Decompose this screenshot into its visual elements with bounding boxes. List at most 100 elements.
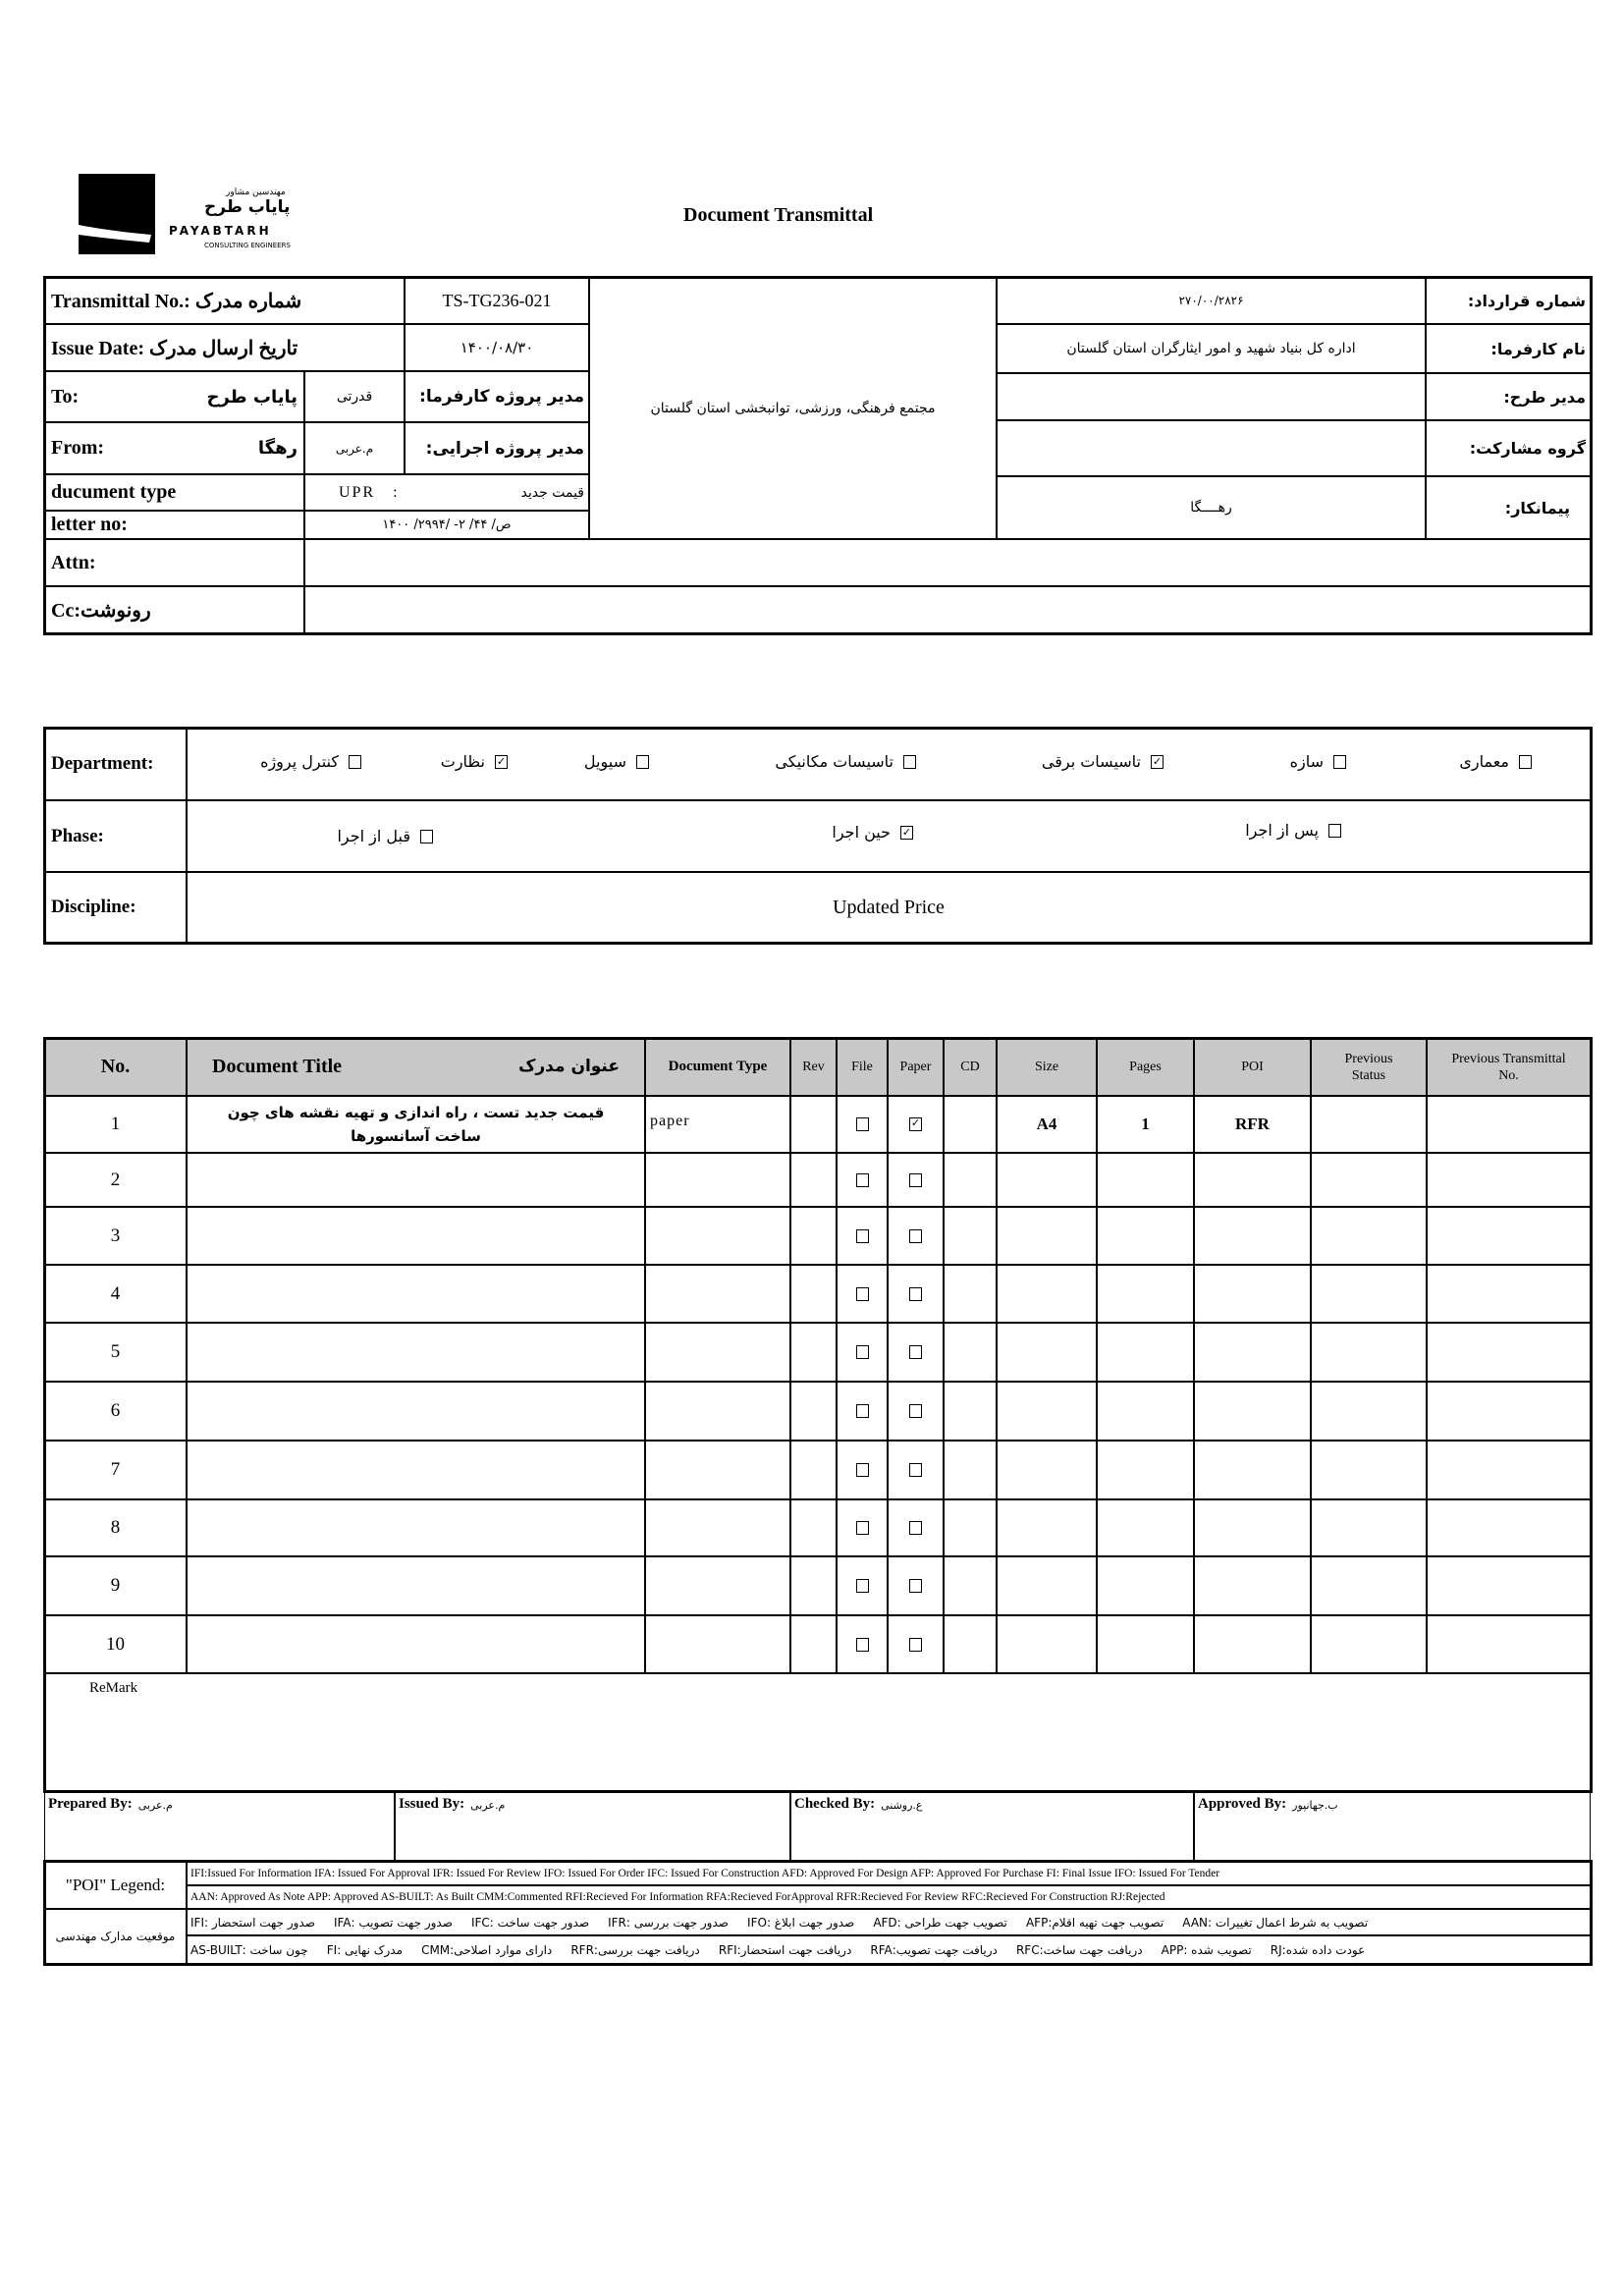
col-cd: CD (944, 1038, 997, 1096)
phase-option[interactable]: حین اجرا ✓ (832, 823, 913, 842)
cell-doc-type (645, 1615, 790, 1673)
from-label: From: (51, 437, 105, 459)
cell-pages (1097, 1207, 1194, 1265)
cell-doc-type (645, 1265, 790, 1323)
cell-paper: ✓ (888, 1096, 944, 1153)
department-checkbox[interactable]: ✓ (1151, 754, 1164, 769)
cell-file (837, 1615, 888, 1673)
col-size: Size (997, 1038, 1097, 1096)
file-checkbox[interactable] (855, 1286, 869, 1301)
cell-poi (1194, 1265, 1311, 1323)
paper-checkbox[interactable] (909, 1345, 922, 1359)
department-option[interactable]: کنترل پروژه (260, 752, 361, 771)
cell-cd (944, 1153, 997, 1207)
client-value: اداره کل بنیاد شهید و امور ایثارگران است… (997, 324, 1426, 373)
cell-doc-type: paper (645, 1096, 790, 1153)
signature-label: Checked By: (794, 1796, 876, 1812)
paper-checkbox[interactable] (909, 1579, 922, 1593)
file-checkbox[interactable] (855, 1345, 869, 1359)
department-option[interactable]: نظارت ✓ (441, 752, 508, 771)
department-option[interactable]: تاسیسات مکانیکی (775, 752, 916, 771)
department-option[interactable]: تاسیسات برقی ✓ (1042, 752, 1164, 771)
department-checkbox[interactable] (1333, 754, 1346, 769)
cell-pages (1097, 1441, 1194, 1499)
paper-checkbox[interactable] (909, 1637, 922, 1652)
file-checkbox[interactable] (855, 1579, 869, 1593)
cell-size (997, 1615, 1097, 1673)
exec-pm-label: مدیر پروژه اجرایی: (405, 422, 589, 474)
logo-tagline: CONSULTING ENGINEERS (204, 242, 291, 249)
cell-poi (1194, 1207, 1311, 1265)
logo-persian-name: پایاب طرح (204, 197, 291, 217)
cell-title (187, 1499, 645, 1556)
doc-type-label: ducument type (44, 474, 304, 511)
department-option-label: سیویل (583, 752, 626, 771)
cell-doc-type (645, 1499, 790, 1556)
cell-file (837, 1499, 888, 1556)
file-checkbox[interactable] (855, 1172, 869, 1187)
paper-checkbox[interactable] (909, 1286, 922, 1301)
phase-option[interactable]: پس از اجرا (1245, 821, 1341, 840)
cell-file (837, 1441, 888, 1499)
file-checkbox[interactable] (855, 1117, 869, 1131)
to-label: To: (51, 385, 80, 408)
cell-prev-status (1311, 1556, 1427, 1615)
department-option[interactable]: معماری (1459, 752, 1532, 771)
department-label: Department: (44, 728, 187, 800)
department-option[interactable]: سیویل (584, 752, 649, 771)
cell-no: 1 (44, 1096, 187, 1153)
col-title-en: Document Title (212, 1056, 343, 1077)
contract-no-label: شماره قرارداد: (1426, 277, 1591, 324)
file-checkbox[interactable] (855, 1404, 869, 1418)
department-checkbox[interactable] (349, 754, 361, 769)
file-checkbox[interactable] (855, 1228, 869, 1243)
phase-checkbox[interactable]: ✓ (900, 825, 913, 840)
cell-title (187, 1323, 645, 1382)
cell-prev-status (1311, 1323, 1427, 1382)
paper-checkbox[interactable] (909, 1463, 922, 1477)
phase-label: Phase: (44, 800, 187, 872)
paper-checkbox[interactable] (909, 1172, 922, 1187)
cell-cd (944, 1441, 997, 1499)
cell-prev-transmittal (1427, 1382, 1591, 1441)
cell-doc-type (645, 1153, 790, 1207)
signature-issued: Issued By: م.عربی (395, 1791, 790, 1861)
cell-cd (944, 1265, 997, 1323)
cell-rev (790, 1615, 837, 1673)
file-checkbox[interactable] (855, 1637, 869, 1652)
cell-size (997, 1441, 1097, 1499)
file-checkbox[interactable] (855, 1521, 869, 1535)
paper-checkbox[interactable]: ✓ (909, 1117, 922, 1131)
paper-checkbox[interactable] (909, 1228, 922, 1243)
cell-poi (1194, 1153, 1311, 1207)
col-prev-status: Previous Status (1311, 1038, 1427, 1096)
phase-checkbox[interactable] (1328, 823, 1341, 838)
file-checkbox[interactable] (855, 1463, 869, 1477)
phase-checkbox[interactable] (420, 829, 433, 843)
client-pm-label: مدیر پروژه کارفرما: (405, 371, 589, 422)
transmittal-no-value: TS-TG236-021 (405, 277, 589, 324)
department-checkbox[interactable] (636, 754, 649, 769)
department-option-label: کنترل پروژه (260, 752, 339, 771)
phase-option[interactable]: قبل از اجرا (337, 827, 433, 845)
legend-line-1: IFI:Issued For Information IFA: Issued F… (187, 1861, 1591, 1885)
department-checkbox[interactable]: ✓ (495, 754, 508, 769)
cell-size (997, 1207, 1097, 1265)
department-checkbox[interactable] (1519, 754, 1532, 769)
department-option-label: نظارت (440, 752, 485, 771)
cell-pages: 1 (1097, 1096, 1194, 1153)
issue-date-value: ۱۴۰۰/۰۸/۳۰ (405, 324, 589, 371)
department-checkbox[interactable] (903, 754, 916, 769)
paper-checkbox[interactable] (909, 1521, 922, 1535)
cell-paper (888, 1265, 944, 1323)
company-logo: مهندسین مشاور پایاب طرح PAYABTARH CONSUL… (79, 174, 304, 257)
cell-size (997, 1265, 1097, 1323)
transmittal-no-label: Transmittal No.: شماره مدرک (44, 277, 405, 324)
logo-latin: PAYABTARH (169, 224, 272, 238)
paper-checkbox[interactable] (909, 1404, 922, 1418)
to-value: پایاب طرح (206, 386, 298, 408)
department-option[interactable]: سازه (1290, 752, 1346, 771)
signature-label: Prepared By: (48, 1796, 133, 1812)
logo-persian-small: مهندسین مشاور (226, 188, 286, 197)
cell-size (997, 1153, 1097, 1207)
